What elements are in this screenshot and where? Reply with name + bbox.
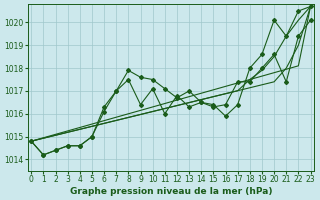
- X-axis label: Graphe pression niveau de la mer (hPa): Graphe pression niveau de la mer (hPa): [70, 187, 272, 196]
